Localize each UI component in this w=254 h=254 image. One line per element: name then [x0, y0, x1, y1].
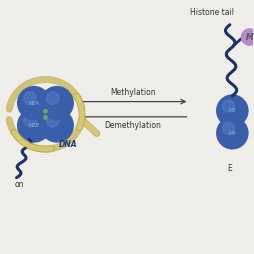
Circle shape — [44, 109, 47, 113]
Circle shape — [18, 109, 51, 142]
Circle shape — [217, 95, 248, 126]
Text: E: E — [227, 164, 232, 173]
Text: H2B: H2B — [29, 123, 40, 128]
Text: DNA: DNA — [59, 140, 77, 149]
Circle shape — [217, 117, 248, 149]
Circle shape — [18, 87, 51, 120]
Text: on: on — [14, 180, 24, 189]
Circle shape — [242, 29, 254, 45]
Circle shape — [40, 109, 73, 142]
Text: H2A: H2A — [29, 101, 40, 106]
Circle shape — [40, 87, 73, 120]
Text: Demethylation: Demethylation — [104, 121, 161, 130]
Circle shape — [24, 92, 36, 104]
Circle shape — [223, 100, 234, 112]
Circle shape — [46, 114, 59, 127]
Circle shape — [24, 114, 36, 127]
Text: H4: H4 — [229, 131, 236, 136]
Circle shape — [44, 116, 47, 119]
Text: M: M — [246, 33, 253, 42]
Circle shape — [46, 92, 59, 104]
Text: Methylation: Methylation — [110, 88, 155, 97]
Text: Histone tail: Histone tail — [190, 8, 234, 17]
Text: H3: H3 — [229, 108, 236, 113]
Circle shape — [223, 122, 234, 134]
